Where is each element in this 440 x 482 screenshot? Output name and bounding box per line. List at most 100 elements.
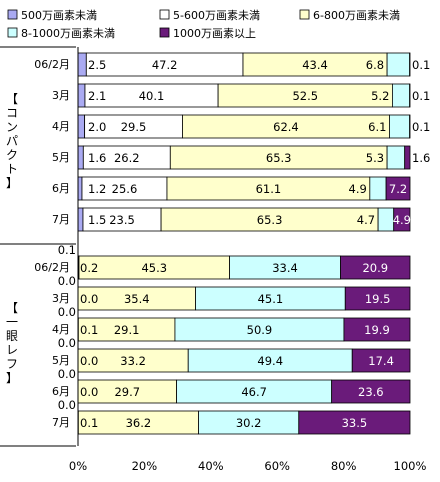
data-label: 45.1 (258, 292, 284, 306)
data-label: 29.5 (121, 120, 147, 134)
row-label: 06/2月 (34, 261, 70, 274)
legend-label-4: 8-1000万画素未満 (21, 27, 115, 40)
row-label: 4月 (52, 323, 70, 336)
legend-label-3: 6-800万画素未満 (313, 9, 400, 22)
data-label: 29.1 (114, 323, 140, 337)
group-label-char: コ (6, 106, 18, 120)
data-label: 5.2 (371, 89, 389, 103)
data-label: 0.1 (80, 416, 98, 430)
bar-segment (393, 207, 411, 232)
data-label: 4.7 (357, 213, 375, 227)
bar-segment (298, 410, 411, 435)
data-label: 65.3 (266, 151, 292, 165)
data-label: 0.1 (80, 323, 98, 337)
data-label: 62.4 (273, 120, 299, 134)
data-label: 5.3 (366, 151, 384, 165)
data-label: 0.1 (412, 58, 430, 72)
bars: 2.5 47.2 43.4 6.8 0.1 2.1 40.1 52.5 5.2 0.1 2.0 29.… (58, 52, 430, 435)
row-label: 7月 (52, 416, 70, 429)
group-label-char: パ (6, 134, 18, 148)
bar-segment (344, 286, 411, 311)
x-tick-label: 20% (132, 459, 158, 473)
legend-label-5: 1000万画素以上 (173, 27, 256, 40)
data-label: 17.4 (368, 354, 394, 368)
data-label: 0.0 (58, 367, 76, 381)
bar-segment (77, 52, 87, 77)
data-label: 7.2 (389, 182, 407, 196)
group-label-char: 【 (6, 301, 18, 315)
bar-segment (77, 114, 86, 139)
data-label: 33.2 (120, 354, 146, 368)
data-label: 0.0 (58, 305, 76, 319)
data-label: 50.9 (247, 323, 273, 337)
row-label: 3月 (52, 292, 70, 305)
data-label: 2.0 (88, 120, 106, 134)
data-label: 45.3 (141, 261, 167, 275)
data-label: 23.6 (358, 385, 384, 399)
data-label: 29.7 (114, 385, 140, 399)
data-label: 0.1 (412, 89, 430, 103)
data-label: 6.8 (366, 58, 384, 72)
group-label-char: ト (6, 162, 18, 176)
data-label: 6.1 (368, 120, 386, 134)
bar-segment (77, 145, 84, 170)
row-label: 3月 (52, 89, 70, 102)
legend-label-2: 5-600万画素未満 (173, 9, 260, 22)
data-label: 0.0 (80, 292, 98, 306)
group-label-char: 】 (6, 176, 18, 190)
row-label: 7月 (52, 213, 70, 226)
data-label: 23.5 (109, 213, 135, 227)
bar-segment (385, 176, 411, 201)
data-label: 2.1 (88, 89, 106, 103)
bar-segment (77, 207, 84, 232)
legend-swatch-1 (7, 9, 18, 20)
bar-segment (77, 176, 83, 201)
data-label: 46.7 (241, 385, 267, 399)
data-label: 33.4 (272, 261, 298, 275)
legend-swatch-2 (159, 9, 170, 20)
bar-segment (340, 255, 411, 280)
data-label: 19.5 (365, 292, 391, 306)
bar-segment (389, 114, 411, 139)
x-tick-label: 80% (331, 459, 357, 473)
data-label: 0.0 (58, 336, 76, 350)
data-label: 4.9 (349, 182, 367, 196)
bar-segment (392, 83, 411, 108)
bar-segment (386, 52, 411, 77)
group-label-char: ン (6, 120, 18, 134)
data-label: 0.0 (80, 385, 98, 399)
legend-swatch-4 (7, 27, 18, 38)
data-label: 0.0 (58, 274, 76, 288)
bar-segment (351, 348, 411, 373)
group-label-char: レ (6, 343, 18, 357)
data-label: 40.1 (139, 89, 165, 103)
data-label: 25.6 (112, 182, 138, 196)
data-label: 33.5 (342, 416, 368, 430)
bar-segment (377, 207, 395, 232)
data-label: 0.0 (58, 398, 76, 412)
data-label: 1.6 (88, 151, 106, 165)
group-label-char: フ (6, 357, 18, 371)
data-label: 26.2 (114, 151, 140, 165)
x-tick-label: 40% (198, 459, 224, 473)
group-label-char: 】 (6, 371, 18, 385)
bar-segment (404, 145, 411, 170)
bar-segment (77, 83, 86, 108)
row-label: 6月 (52, 182, 70, 195)
data-label: 49.4 (257, 354, 283, 368)
legend-label-1: 500万画素未満 (21, 9, 97, 22)
data-label: 47.2 (152, 58, 178, 72)
data-label: 65.3 (257, 213, 283, 227)
data-label: 1.5 (88, 213, 106, 227)
data-label: 61.1 (256, 182, 282, 196)
row-label: 5月 (52, 354, 70, 367)
group-label-char: 【 (6, 92, 18, 106)
bar-segment (369, 176, 387, 201)
row-label: 4月 (52, 120, 70, 133)
x-tick-label: 0% (69, 459, 87, 473)
y-axis-labels: 06/2月 3月 4月 5月 6月 7月 06/2月 3月 4月 5月 6月 7月 (34, 58, 70, 429)
data-label: 20.9 (362, 261, 388, 275)
x-tick-label: 60% (264, 459, 290, 473)
row-label: 06/2月 (34, 58, 70, 71)
